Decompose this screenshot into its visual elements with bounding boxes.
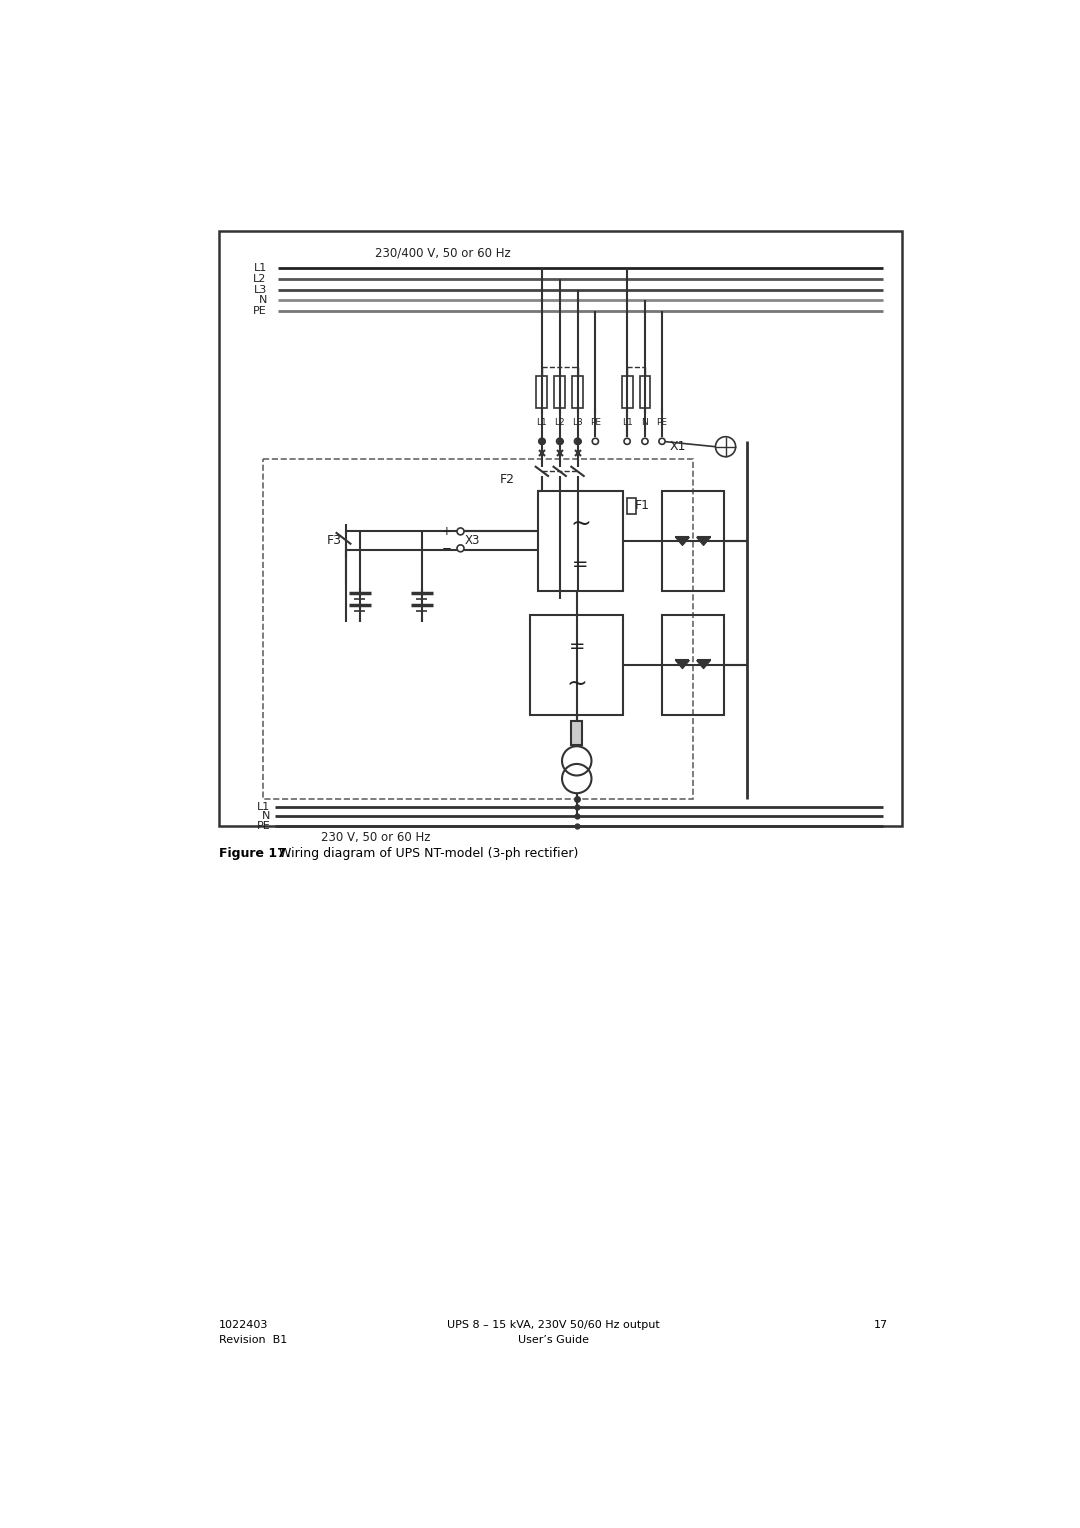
Text: =: = — [568, 637, 585, 657]
Text: L1: L1 — [622, 419, 633, 428]
Bar — [538, 492, 623, 591]
Text: L1: L1 — [254, 263, 267, 274]
Bar — [537, 376, 548, 408]
Bar — [572, 376, 583, 408]
Circle shape — [457, 529, 464, 535]
Circle shape — [457, 545, 464, 552]
Circle shape — [575, 439, 581, 445]
Text: User’s Guide: User’s Guide — [518, 1335, 589, 1345]
Bar — [639, 376, 650, 408]
Circle shape — [539, 439, 545, 445]
Text: X1: X1 — [670, 440, 686, 454]
Bar — [622, 376, 633, 408]
Text: L2: L2 — [254, 274, 267, 284]
Bar — [262, 458, 693, 799]
Text: PE: PE — [257, 821, 271, 831]
Text: PE: PE — [590, 419, 600, 428]
Circle shape — [642, 439, 648, 445]
Circle shape — [624, 439, 631, 445]
Text: 17: 17 — [874, 1320, 889, 1331]
Text: 230/400 V, 50 or 60 Hz: 230/400 V, 50 or 60 Hz — [375, 246, 511, 260]
Bar — [554, 376, 565, 408]
Polygon shape — [697, 538, 711, 545]
Bar — [218, 231, 902, 827]
Text: N: N — [642, 419, 648, 428]
Polygon shape — [675, 538, 689, 545]
Bar — [627, 498, 636, 515]
Circle shape — [659, 439, 665, 445]
Polygon shape — [697, 660, 711, 669]
Text: F1: F1 — [635, 498, 650, 512]
Text: PE: PE — [657, 419, 667, 428]
Bar — [571, 721, 582, 746]
Bar — [530, 614, 623, 715]
Text: F2: F2 — [500, 474, 515, 486]
Text: N: N — [262, 811, 271, 821]
Text: ~: ~ — [566, 672, 588, 695]
Text: L1: L1 — [257, 802, 271, 811]
Text: 230 V, 50 or 60 Hz: 230 V, 50 or 60 Hz — [321, 831, 431, 845]
Text: =: = — [572, 555, 589, 575]
Text: −: − — [442, 542, 451, 555]
Text: L1: L1 — [537, 419, 548, 428]
Bar — [662, 492, 724, 591]
Text: UPS 8 – 15 kVA, 230V 50/60 Hz output: UPS 8 – 15 kVA, 230V 50/60 Hz output — [447, 1320, 660, 1331]
Text: L3: L3 — [254, 284, 267, 295]
Bar — [662, 614, 724, 715]
Circle shape — [592, 439, 598, 445]
Text: N: N — [258, 295, 267, 306]
Text: ~: ~ — [570, 512, 591, 536]
Text: Wiring diagram of UPS NT-model (3-ph rectifier): Wiring diagram of UPS NT-model (3-ph rec… — [267, 847, 578, 860]
Text: X3: X3 — [464, 535, 480, 547]
Text: 1022403: 1022403 — [218, 1320, 268, 1331]
Text: F3: F3 — [327, 535, 342, 547]
Polygon shape — [675, 660, 689, 669]
Text: +: + — [442, 526, 451, 538]
Text: PE: PE — [253, 306, 267, 316]
Text: Revision  B1: Revision B1 — [218, 1335, 287, 1345]
Text: L3: L3 — [572, 419, 583, 428]
Circle shape — [556, 439, 563, 445]
Text: Figure 17.: Figure 17. — [218, 847, 291, 860]
Text: L2: L2 — [554, 419, 565, 428]
